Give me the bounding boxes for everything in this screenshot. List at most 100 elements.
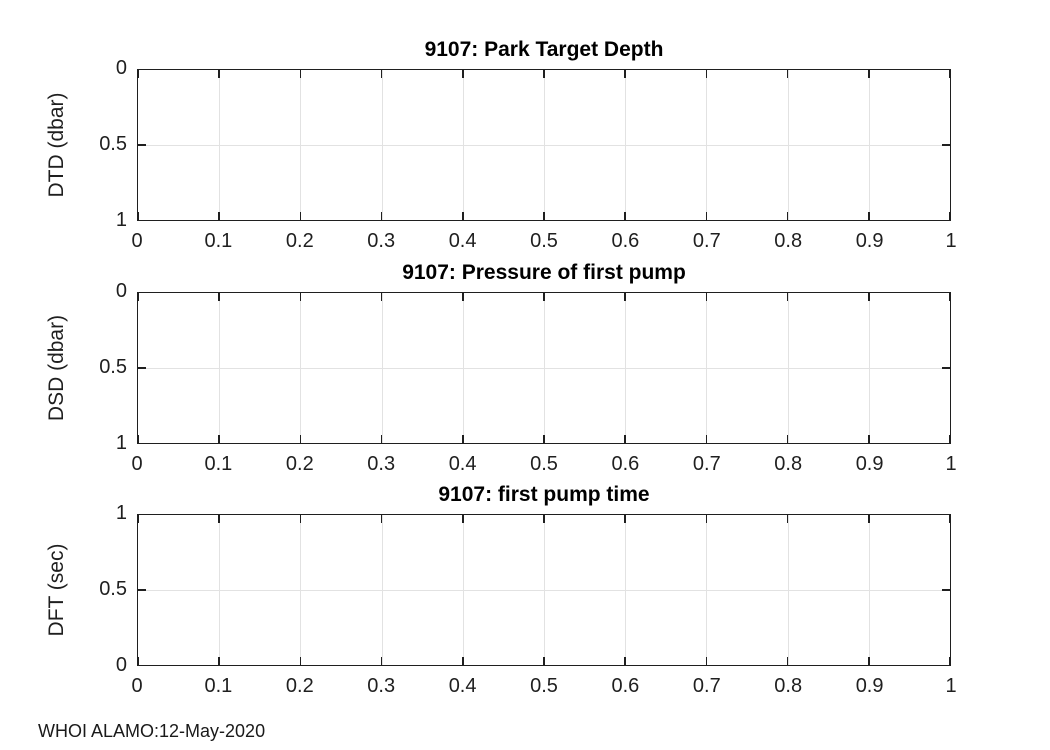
x-tick-mark — [543, 435, 545, 443]
y-tick-label: 1 — [115, 209, 127, 231]
plot-title: 9107: Pressure of first pump — [402, 261, 686, 284]
y-tick-label: 0.5 — [99, 133, 127, 155]
x-tick-mark — [299, 515, 302, 523]
x-tick-label: 0.8 — [774, 453, 803, 475]
x-tick-mark — [462, 70, 464, 78]
x-tick-mark — [786, 515, 789, 523]
y-axis-label: DFT (sec) — [45, 543, 68, 637]
x-tick-mark — [137, 435, 139, 443]
x-tick-label: 0.5 — [530, 453, 558, 475]
x-tick-mark — [380, 657, 383, 665]
x-tick-mark — [462, 212, 464, 220]
x-tick-mark — [299, 70, 302, 78]
horizontal-gridline — [138, 145, 950, 146]
x-tick-label: 0.1 — [204, 230, 233, 252]
x-tick-mark — [299, 657, 302, 665]
x-tick-mark — [786, 657, 789, 665]
x-tick-label: 0.8 — [774, 675, 803, 697]
subplot-park-target-depth: 9107: Park Target Depth DTD (dbar) 0 0.1 0… — [0, 37, 1050, 254]
x-tick-mark — [462, 515, 464, 523]
x-tick-mark — [543, 515, 545, 523]
y-axis-label: DTD (dbar) — [45, 92, 68, 198]
x-tick-mark — [949, 70, 951, 78]
x-tick-mark — [299, 435, 302, 443]
x-tick-mark — [137, 70, 139, 78]
x-tick-label: 1 — [945, 675, 957, 697]
x-tick-label: 0.3 — [367, 230, 396, 252]
y-tick-mark — [138, 144, 146, 146]
x-tick-mark — [299, 293, 302, 301]
x-tick-label: 0.9 — [855, 675, 884, 697]
subplot-first-pump-time: 9107: first pump time DFT (sec) 0 0.1 0.2 0… — [0, 482, 1050, 699]
x-tick-mark — [705, 293, 708, 301]
x-tick-label: 1 — [945, 230, 957, 252]
x-tick-mark — [218, 212, 220, 220]
x-tick-mark — [705, 515, 708, 523]
x-tick-mark — [705, 212, 708, 220]
x-tick-mark — [949, 435, 951, 443]
x-tick-mark — [462, 435, 464, 443]
x-tick-mark — [949, 515, 951, 523]
x-tick-mark — [868, 515, 870, 523]
x-tick-label: 0.1 — [204, 453, 233, 475]
x-tick-mark — [380, 435, 383, 443]
x-tick-mark — [299, 212, 302, 220]
y-tick-label: 0 — [115, 57, 127, 79]
x-tick-label: 0 — [131, 230, 143, 252]
y-tick-mark — [138, 589, 146, 591]
y-axis-label: DSD (dbar) — [45, 314, 68, 422]
horizontal-gridline — [138, 368, 950, 369]
horizontal-gridline — [138, 590, 950, 591]
x-tick-label: 0.6 — [611, 675, 640, 697]
x-tick-label: 0.3 — [367, 453, 396, 475]
x-tick-label: 0.4 — [448, 675, 477, 697]
x-tick-label: 0.2 — [285, 675, 314, 697]
x-tick-mark — [543, 293, 545, 301]
x-tick-mark — [624, 435, 626, 443]
x-tick-mark — [868, 70, 870, 78]
plot-area — [137, 69, 951, 221]
x-tick-mark — [218, 515, 220, 523]
x-tick-mark — [868, 435, 870, 443]
plot-area — [137, 292, 951, 444]
x-tick-label: 0.2 — [285, 453, 314, 475]
y-tick-label: 0.5 — [99, 578, 127, 600]
x-tick-label: 0.4 — [448, 230, 477, 252]
x-tick-mark — [868, 293, 870, 301]
x-tick-mark — [786, 212, 789, 220]
x-tick-mark — [137, 515, 139, 523]
x-tick-mark — [624, 212, 626, 220]
x-tick-label: 0.5 — [530, 675, 558, 697]
x-tick-mark — [462, 293, 464, 301]
x-tick-mark — [705, 657, 708, 665]
x-tick-mark — [380, 293, 383, 301]
x-tick-mark — [624, 657, 626, 665]
y-tick-label: 0 — [115, 280, 127, 302]
y-tick-mark — [138, 367, 146, 369]
x-tick-label: 0.3 — [367, 675, 396, 697]
x-tick-mark — [380, 212, 383, 220]
x-tick-mark — [949, 212, 951, 220]
plot-title: 9107: first pump time — [438, 483, 650, 506]
x-tick-mark — [137, 212, 139, 220]
x-tick-mark — [543, 657, 545, 665]
figure-footer-annotation: WHOI ALAMO:12-May-2020 — [38, 721, 266, 741]
x-tick-mark — [705, 435, 708, 443]
x-tick-mark — [624, 70, 626, 78]
x-tick-label: 0.9 — [855, 453, 884, 475]
x-tick-mark — [868, 212, 870, 220]
x-tick-mark — [786, 293, 789, 301]
y-tick-mark — [942, 589, 950, 591]
x-tick-mark — [218, 657, 220, 665]
x-tick-label: 0.7 — [692, 675, 721, 697]
x-tick-mark — [624, 515, 626, 523]
y-tick-mark — [942, 144, 950, 146]
x-tick-label: 0.5 — [530, 230, 558, 252]
x-tick-label: 0.6 — [611, 230, 640, 252]
y-tick-mark — [942, 367, 950, 369]
x-tick-label: 0 — [131, 675, 143, 697]
x-tick-mark — [462, 657, 464, 665]
x-tick-mark — [543, 70, 545, 78]
x-tick-label: 0.7 — [692, 453, 721, 475]
